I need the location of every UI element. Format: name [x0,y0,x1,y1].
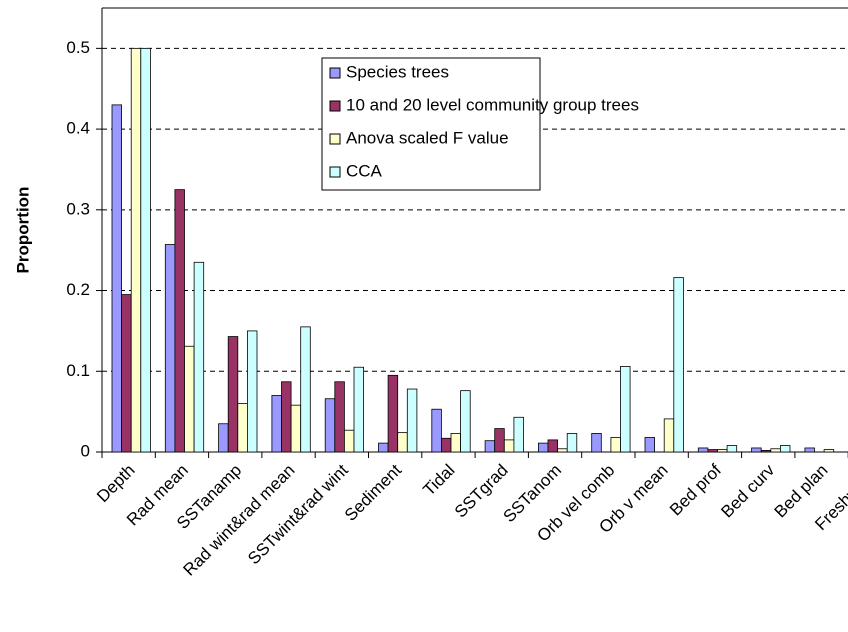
y-tick-label: 0.4 [66,119,90,138]
bar [557,448,568,453]
x-tick-label: Bed prof [666,460,725,519]
bar [406,388,418,453]
bar [164,244,176,453]
bar [697,447,709,453]
bar [707,449,718,453]
bar [334,381,345,453]
y-axis-title: Proportion [13,187,32,274]
x-tick-label: Sediment [341,460,405,524]
legend-label: 10 and 20 level community group trees [346,95,639,114]
bar [397,432,408,453]
bar [218,423,229,453]
x-tick-label: SSTwint&rad wint [244,460,352,568]
legend-swatch [329,166,341,178]
bar [174,189,185,453]
bar [431,408,442,453]
bar [663,418,675,453]
bar [378,442,389,453]
y-tick-label: 0.5 [66,38,90,57]
x-tick-label: Depth [93,461,139,507]
bar [353,366,365,453]
bar [343,429,355,453]
bar [271,395,282,453]
legend-label: Anova scaled F value [346,128,509,147]
bar [751,447,762,453]
bar [591,433,602,453]
legend-swatch [329,133,341,145]
bar [246,330,258,453]
bar [610,437,621,453]
legend-label: CCA [346,161,383,180]
bar [547,439,559,453]
bar [440,437,452,453]
bar [620,366,631,453]
bar [503,439,515,453]
legend-swatch [329,100,341,112]
bar [450,433,462,453]
bar [227,336,239,453]
bar [823,449,835,453]
bar [140,47,151,453]
bar [770,448,781,453]
bar [726,445,738,453]
x-tick-label: Tidal [419,461,458,500]
bar [538,442,549,453]
bar [780,445,791,453]
legend-label: Species trees [346,62,449,81]
bar [237,403,248,453]
bar [513,416,524,453]
bar [387,374,399,453]
bar [111,104,123,453]
bar [184,345,195,453]
bar [673,277,684,453]
bar [300,326,311,453]
bar [717,449,728,453]
bar [324,398,336,453]
legend-box [321,57,541,191]
legend-swatch [329,67,341,79]
bar [121,294,132,453]
y-tick-label: 0.1 [66,361,90,380]
x-tick-label: Bed curv [717,460,778,521]
bar [460,390,471,453]
bar [566,433,578,453]
bar [290,404,302,453]
y-tick-label: 0.2 [66,280,90,299]
bar [644,437,656,453]
bar [494,428,505,453]
bar [130,47,142,453]
bar [193,261,205,453]
y-tick-label: 0.3 [66,199,90,218]
y-tick-label: 0 [81,441,90,460]
bar [760,449,772,453]
bar [804,447,815,453]
bar [281,381,292,453]
bar [484,440,496,453]
